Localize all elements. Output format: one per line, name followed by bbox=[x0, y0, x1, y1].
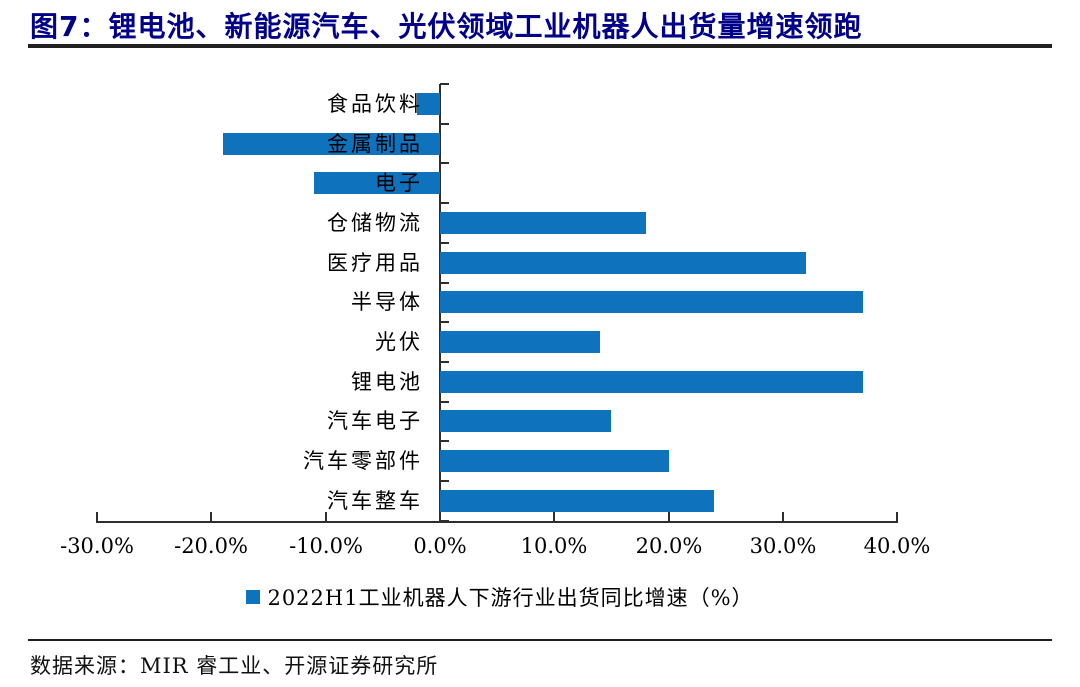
category-axis-tick bbox=[440, 282, 449, 284]
bar bbox=[440, 410, 611, 432]
value-axis-tick bbox=[96, 512, 98, 521]
value-axis-tick bbox=[782, 512, 784, 521]
bar bbox=[440, 450, 669, 472]
bar bbox=[440, 331, 600, 353]
bar bbox=[223, 133, 440, 155]
category-label: 食品饮料 bbox=[327, 92, 423, 116]
value-axis-tick bbox=[553, 512, 555, 521]
x-tick-label: 40.0% bbox=[863, 534, 931, 558]
bar bbox=[440, 252, 806, 274]
category-axis-tick bbox=[440, 162, 449, 164]
category-axis-tick bbox=[440, 440, 449, 442]
bar bbox=[440, 291, 863, 313]
category-axis-tick bbox=[440, 480, 449, 482]
legend-swatch bbox=[246, 590, 261, 604]
data-source-text: 数据来源：MIR 睿工业、开源证券研究所 bbox=[30, 654, 439, 678]
value-axis-tick bbox=[210, 512, 212, 521]
value-axis-tick bbox=[896, 512, 898, 521]
bar bbox=[440, 490, 714, 512]
x-tick-label: 20.0% bbox=[635, 534, 703, 558]
category-label: 光伏 bbox=[375, 330, 423, 354]
category-axis-tick bbox=[440, 401, 449, 403]
category-label: 半导体 bbox=[351, 290, 423, 314]
source-divider bbox=[28, 639, 1052, 641]
category-label: 汽车零部件 bbox=[303, 449, 423, 473]
category-label: 仓储物流 bbox=[327, 211, 423, 235]
category-axis-tick bbox=[440, 202, 449, 204]
figure-title: 图7：锂电池、新能源汽车、光伏领域工业机器人出货量增速领跑 bbox=[30, 10, 863, 43]
category-label: 金属制品 bbox=[327, 132, 423, 156]
x-tick-label: -10.0% bbox=[289, 534, 363, 558]
value-axis-tick bbox=[668, 512, 670, 521]
x-tick-label: -30.0% bbox=[60, 534, 134, 558]
category-label: 锂电池 bbox=[351, 370, 423, 394]
category-axis-tick bbox=[440, 123, 449, 125]
legend-label: 2022H1工业机器人下游行业出货同比增速（%） bbox=[267, 586, 754, 610]
bar bbox=[417, 93, 440, 115]
bar bbox=[440, 371, 863, 393]
category-label: 医疗用品 bbox=[327, 251, 423, 275]
value-axis-tick bbox=[325, 512, 327, 521]
x-tick-label: 0.0% bbox=[413, 534, 467, 558]
value-axis-line bbox=[96, 521, 898, 523]
category-axis-tick bbox=[440, 361, 449, 363]
category-axis-tick bbox=[440, 242, 449, 244]
x-tick-label: -20.0% bbox=[174, 534, 248, 558]
value-axis-tick bbox=[439, 512, 441, 521]
category-label: 汽车电子 bbox=[327, 409, 423, 433]
x-tick-label: 30.0% bbox=[749, 534, 817, 558]
bar bbox=[440, 212, 646, 234]
title-divider bbox=[28, 44, 1052, 48]
category-axis-tick bbox=[440, 321, 449, 323]
category-label: 电子 bbox=[375, 171, 423, 195]
category-axis-tick bbox=[440, 83, 449, 85]
category-label: 汽车整车 bbox=[327, 489, 423, 513]
chart-legend: 2022H1工业机器人下游行业出货同比增速（%） bbox=[0, 583, 1000, 611]
bar bbox=[314, 172, 440, 194]
x-tick-label: 10.0% bbox=[520, 534, 588, 558]
